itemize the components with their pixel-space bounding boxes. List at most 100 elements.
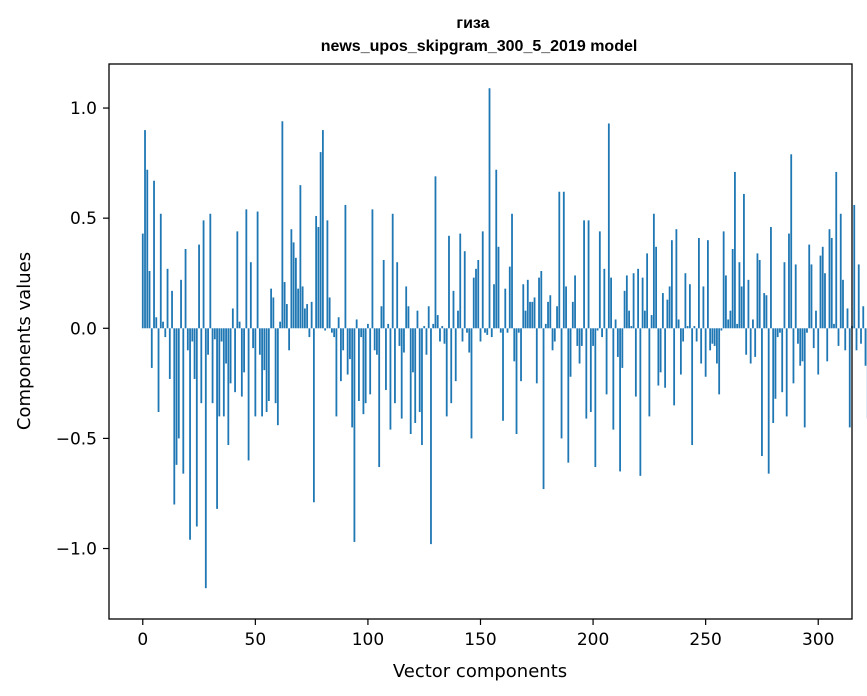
bar-component-28 [204,328,207,589]
bar-component-154 [488,88,491,329]
bar-component-282 [776,328,779,338]
bar-component-222 [641,277,644,329]
bar-component-229 [657,328,660,386]
bar-component-10 [164,328,167,338]
bar-component-312 [844,328,847,351]
bar-component-267 [743,193,745,329]
bar-component-94 [353,328,356,542]
bar-component-318 [857,264,860,329]
bar-component-126 [425,328,428,355]
bar-component-139 [454,328,457,382]
y-tick-label: 0.5 [70,209,97,229]
bar-component-232 [664,328,667,388]
bar-component-313 [846,308,849,329]
bar-component-228 [655,246,658,329]
bar-component-174 [533,297,536,329]
bar-component-234 [668,286,671,329]
bar-component-188 [565,286,567,329]
bar-component-127 [427,306,430,329]
bar-component-287 [788,233,790,329]
bar-component-71 [301,286,304,329]
bar-component-13 [171,290,173,329]
bar-component-138 [452,290,455,329]
bar-component-112 [394,328,396,404]
bar-component-248 [700,328,703,364]
bar-component-58 [272,297,275,329]
bar-component-109 [387,323,390,329]
bar-component-87 [337,317,340,329]
bar-component-171 [526,279,529,329]
bar-component-290 [794,264,797,329]
bar-component-244 [691,328,694,446]
bar-component-214 [623,290,626,329]
bar-component-116 [403,328,405,353]
bar-component-258 [722,231,725,329]
bar-component-321 [864,328,867,366]
bar-component-157 [495,169,498,329]
x-tick-label: 100 [352,630,384,650]
bar-series [141,88,867,589]
bar-component-64 [285,304,288,329]
y-tick-label: 0.0 [70,319,97,339]
bar-component-277 [765,295,768,329]
y-tick-label: −0.5 [56,429,97,449]
bar-component-107 [382,260,385,329]
bar-component-279 [770,226,772,329]
bar-component-298 [812,328,815,349]
bar-component-125 [423,326,426,329]
bar-component-300 [817,328,820,375]
bar-component-218 [632,273,635,329]
bar-component-164 [511,213,513,329]
bar-component-75 [310,301,313,329]
bar-component-302 [821,246,824,329]
bar-component-18 [182,328,185,474]
bar-component-22 [191,328,194,342]
bar-component-26 [200,328,203,404]
bar-component-266 [740,286,743,329]
bar-component-100 [367,323,369,329]
bar-component-8 [159,213,162,329]
bar-component-206 [605,328,608,395]
bar-component-172 [529,301,531,329]
bar-component-104 [376,328,378,355]
bar-component-11 [166,268,169,329]
bar-component-122 [416,310,419,329]
bar-component-191 [571,301,574,329]
bar-component-20 [186,328,189,351]
bar-component-24 [195,328,198,527]
bar-component-170 [524,310,527,329]
bar-component-295 [806,328,808,333]
bar-component-135 [445,328,448,417]
bar-component-76 [312,328,315,503]
bar-component-180 [547,301,549,329]
bar-component-155 [490,328,493,338]
bar-component-101 [369,328,372,395]
bar-component-118 [407,306,410,329]
bar-component-92 [349,328,351,360]
bar-component-220 [637,268,640,329]
bar-component-119 [409,328,412,434]
bar-component-301 [819,255,822,329]
bar-component-91 [346,328,349,375]
bar-component-148 [475,268,477,329]
y-tick-label: −1.0 [56,540,97,560]
bar-component-286 [785,328,788,417]
bar-component-41 [234,328,236,393]
bar-component-293 [801,328,804,362]
bar-component-194 [578,328,581,364]
bar-component-85 [333,328,336,338]
bar-component-310 [839,213,842,329]
bar-component-1 [144,130,146,329]
bar-component-192 [574,275,576,329]
bar-component-259 [725,275,727,329]
bar-component-187 [562,191,565,329]
x-tick-label: 50 [245,630,267,650]
bar-component-226 [650,315,653,329]
bar-component-123 [418,328,421,412]
bar-component-146 [470,328,473,439]
bar-component-224 [646,253,649,329]
bar-component-162 [506,328,509,333]
bar-component-217 [630,326,633,329]
bar-component-103 [373,328,376,351]
bar-component-305 [828,229,831,329]
